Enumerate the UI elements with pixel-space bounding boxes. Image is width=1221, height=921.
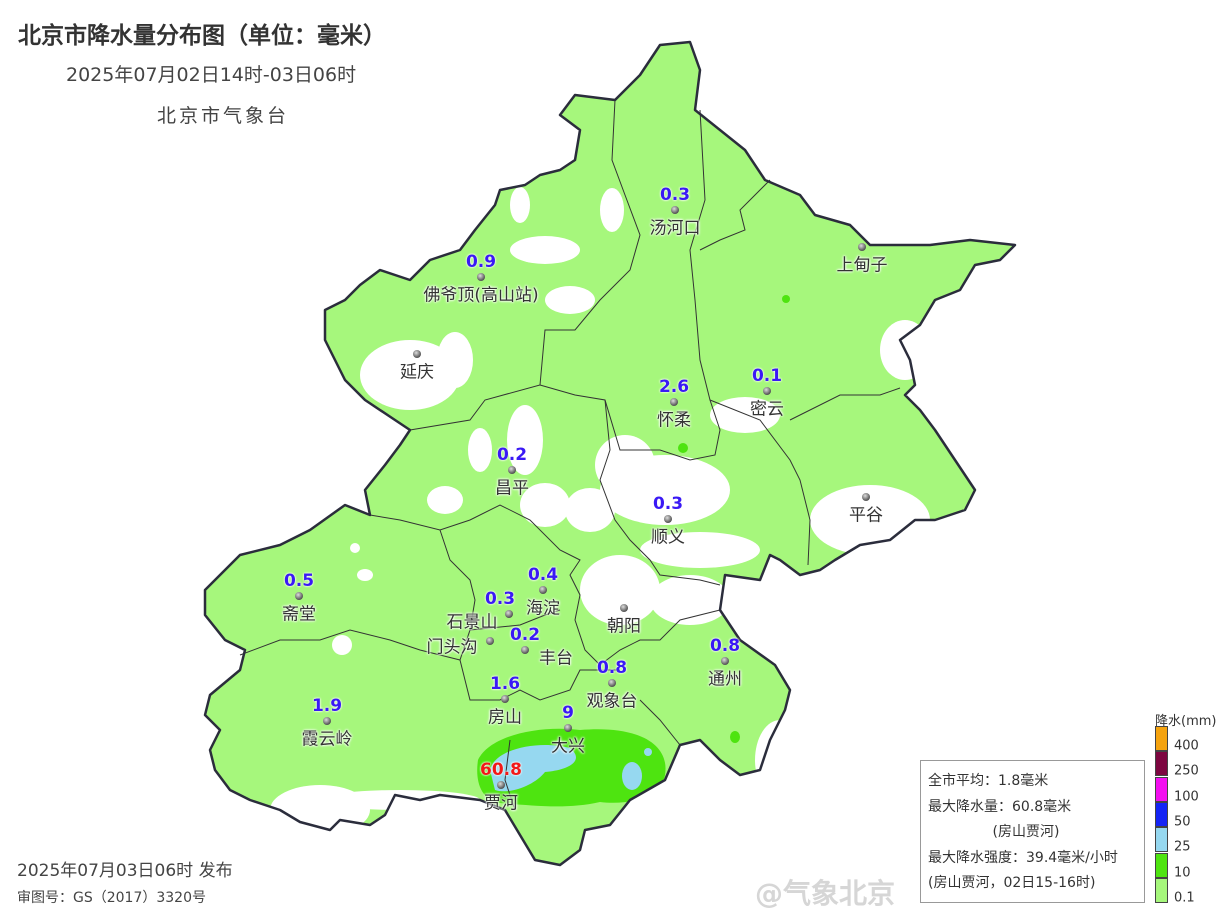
station-dot [323, 717, 331, 725]
station-dot [477, 273, 485, 281]
station-name: 大兴 [551, 736, 585, 757]
station-name: 贾河 [484, 793, 518, 814]
precip-area-10mm-dot [730, 731, 740, 743]
precip-area-25mm-dot [644, 748, 652, 756]
legend-label: 400 [1174, 738, 1199, 754]
legend-label: 100 [1174, 789, 1199, 805]
legend-title: 降水(mm) [1155, 714, 1217, 729]
legend-label: 0.1 [1174, 890, 1195, 906]
station-dot [539, 586, 547, 594]
station-value: 0.3 [659, 185, 691, 205]
station-value: 0.8 [596, 658, 628, 678]
station-dot [486, 637, 494, 645]
station-name: 朝阳 [607, 616, 641, 637]
legend-swatch [1155, 751, 1168, 777]
legend-swatch [1155, 801, 1168, 827]
district-boundaries [239, 99, 901, 811]
station-name: 怀柔 [657, 410, 691, 431]
station-name: 丰台 [539, 648, 573, 669]
approval-number: 审图号：GS（2017）3320号 [17, 890, 206, 906]
station-value: 1.9 [311, 696, 343, 716]
station-value: 0.2 [496, 445, 528, 465]
station-dot [508, 466, 516, 474]
max-amount-location: (房山贾河) [992, 824, 1060, 840]
summary-box: 全市平均：1.8毫米 最大降水量：60.8毫米 (房山贾河) 最大降水强度：39… [920, 760, 1145, 903]
station-dot [501, 695, 509, 703]
station-value: 0.9 [465, 252, 497, 272]
legend-swatch [1155, 877, 1168, 903]
max-intensity: 最大降水强度：39.4毫米/小时 [928, 849, 1118, 866]
station-name: 斋堂 [282, 604, 316, 625]
issued-time: 2025年07月03日06时 发布 [17, 861, 233, 881]
station-dot [664, 515, 672, 523]
station-value: 0.1 [751, 366, 783, 386]
station-dot [721, 657, 729, 665]
station-value: 0.4 [527, 565, 559, 585]
max-amount: 最大降水量：60.8毫米 [928, 798, 1072, 815]
station-name: 汤河口 [649, 218, 701, 239]
city-average: 全市平均：1.8毫米 [928, 773, 1049, 789]
legend-label: 10 [1174, 865, 1191, 880]
legend-label: 25 [1174, 839, 1191, 855]
precip-area-10mm-dot3 [678, 443, 688, 453]
agency-text: 北京市气象台 [157, 105, 290, 127]
station-dot [521, 646, 529, 654]
station-dot [620, 604, 628, 612]
station-value: 0.3 [484, 589, 516, 609]
station-dot [862, 493, 870, 501]
legend-swatch [1155, 776, 1168, 802]
station-value: 60.8 [480, 760, 522, 780]
legend-swatch [1155, 726, 1168, 751]
station-dot [608, 679, 616, 687]
station-value: 0.5 [283, 571, 315, 591]
station-dot [505, 610, 513, 618]
station-value: 2.6 [658, 377, 690, 397]
watermark: @气象北京 [755, 877, 896, 910]
station-name: 石景山 [446, 612, 498, 633]
map-title: 北京市降水量分布图（单位：毫米） [18, 23, 386, 49]
legend-swatch [1155, 852, 1168, 878]
station-name: 上甸子 [836, 255, 888, 276]
station-dot [497, 781, 505, 789]
station-value: 1.6 [489, 674, 521, 694]
beijing-boundary [203, 40, 1017, 867]
station-name: 观象台 [586, 691, 638, 712]
legend-label: 50 [1174, 814, 1191, 830]
station-dot [670, 398, 678, 406]
station-name: 顺义 [651, 527, 685, 548]
station-dot [671, 206, 679, 214]
station-name: 密云 [750, 399, 784, 420]
period-text: 2025年07月02日14时-03日06时 [66, 64, 357, 86]
station-name: 房山 [488, 707, 522, 728]
station-name: 佛爷顶(高山站) [423, 285, 539, 306]
station-name: 通州 [708, 669, 742, 690]
precip-area-10mm-dot2 [782, 295, 790, 303]
station-dot [763, 387, 771, 395]
station-value: 0.3 [652, 494, 684, 514]
station-dot [413, 350, 421, 358]
station-name: 平谷 [849, 505, 883, 526]
station-name: 延庆 [400, 362, 434, 383]
precip-area-25mm [490, 744, 576, 792]
station-name: 霞云岭 [301, 729, 353, 750]
precip-area-25mm-small [622, 762, 642, 790]
station-dot [564, 724, 572, 732]
station-dot [858, 243, 866, 251]
station-name: 昌平 [495, 478, 529, 499]
legend-label: 250 [1174, 763, 1199, 779]
station-value: 0.2 [509, 625, 541, 645]
station-dot [295, 592, 303, 600]
max-intensity-location: (房山贾河，02日15-16时) [928, 875, 1096, 891]
legend-swatch [1155, 827, 1168, 853]
station-name: 海淀 [526, 598, 560, 619]
station-value: 0.8 [709, 636, 741, 656]
station-name: 门头沟 [426, 637, 478, 658]
station-value: 9 [562, 703, 574, 723]
